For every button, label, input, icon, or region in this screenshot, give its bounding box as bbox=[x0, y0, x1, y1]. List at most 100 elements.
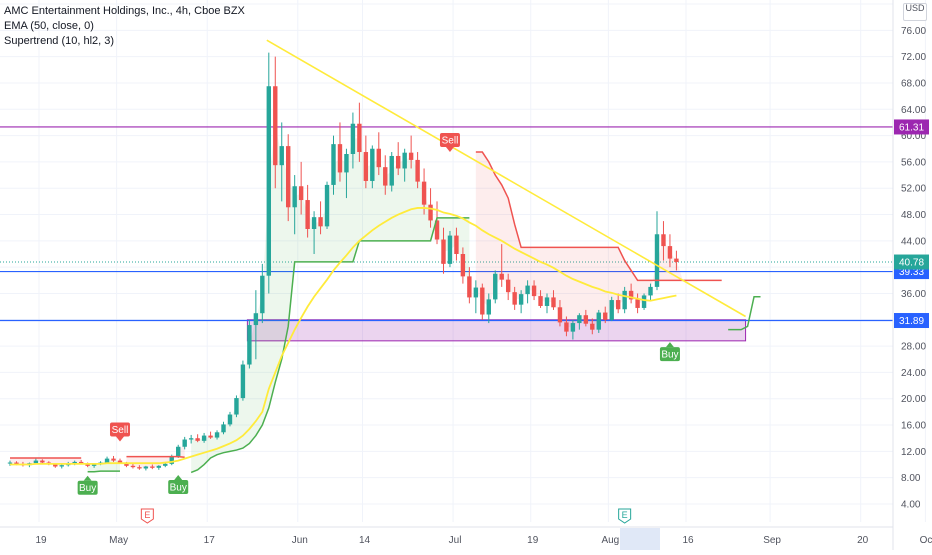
downtrend-line[interactable] bbox=[266, 39, 746, 318]
candle-body[interactable] bbox=[111, 458, 116, 461]
candle-body[interactable] bbox=[14, 462, 19, 464]
candle-body[interactable] bbox=[408, 152, 414, 160]
candle-body[interactable] bbox=[324, 184, 330, 227]
candle-body[interactable] bbox=[143, 466, 149, 469]
candle-body[interactable] bbox=[182, 439, 187, 447]
candle-body[interactable] bbox=[505, 279, 511, 293]
candle-body[interactable] bbox=[590, 323, 595, 330]
candle-body[interactable] bbox=[260, 275, 265, 314]
candle-body[interactable] bbox=[615, 300, 621, 310]
candle-body[interactable] bbox=[201, 435, 207, 441]
candle-body[interactable] bbox=[628, 290, 634, 300]
candle-body[interactable] bbox=[117, 460, 123, 464]
candle-body[interactable] bbox=[402, 152, 407, 169]
candle-body[interactable] bbox=[311, 217, 317, 229]
supertrend-legend[interactable]: Supertrend (10, hl2, 3) bbox=[4, 35, 115, 47]
candle-body[interactable] bbox=[583, 315, 589, 324]
candle-body[interactable] bbox=[227, 414, 233, 425]
candle-body[interactable] bbox=[253, 313, 259, 326]
candle-body[interactable] bbox=[234, 398, 239, 415]
symbol-title[interactable]: AMC Entertainment Holdings, Inc., 4h, Cb… bbox=[4, 5, 245, 17]
candle-body[interactable] bbox=[396, 155, 401, 169]
candle-body[interactable] bbox=[512, 292, 517, 305]
candle-body[interactable] bbox=[279, 146, 284, 166]
candle-body[interactable] bbox=[363, 152, 369, 181]
candle-body[interactable] bbox=[247, 325, 252, 365]
candle-body[interactable] bbox=[208, 435, 213, 438]
candle-body[interactable] bbox=[370, 148, 375, 181]
candle-body[interactable] bbox=[486, 299, 491, 315]
candle-body[interactable] bbox=[104, 458, 110, 463]
candle-body[interactable] bbox=[441, 239, 446, 264]
candle-body[interactable] bbox=[557, 307, 563, 323]
candle-body[interactable] bbox=[137, 467, 142, 469]
candle-body[interactable] bbox=[544, 297, 550, 306]
candle-body[interactable] bbox=[337, 144, 343, 173]
candle-body[interactable] bbox=[635, 299, 640, 308]
candle-body[interactable] bbox=[124, 463, 129, 466]
candle-body[interactable] bbox=[53, 464, 58, 467]
candle-body[interactable] bbox=[292, 186, 297, 208]
candle-body[interactable] bbox=[240, 364, 246, 399]
candle-body[interactable] bbox=[130, 465, 136, 468]
candle-body[interactable] bbox=[318, 217, 323, 227]
candle-body[interactable] bbox=[641, 295, 647, 308]
candle-body[interactable] bbox=[577, 315, 582, 324]
candle-body[interactable] bbox=[150, 466, 155, 468]
candle-body[interactable] bbox=[383, 167, 388, 186]
candle-body[interactable] bbox=[667, 246, 673, 259]
ema-legend[interactable]: EMA (50, close, 0) bbox=[4, 20, 94, 32]
candle-body[interactable] bbox=[163, 463, 168, 466]
candle-body[interactable] bbox=[428, 204, 433, 221]
candle-body[interactable] bbox=[467, 276, 472, 298]
candle-body[interactable] bbox=[603, 312, 608, 320]
candle-body[interactable] bbox=[169, 455, 174, 464]
candle-body[interactable] bbox=[648, 286, 653, 296]
candle-body[interactable] bbox=[91, 463, 97, 466]
candle-body[interactable] bbox=[499, 273, 504, 280]
candle-body[interactable] bbox=[622, 290, 627, 310]
candle-body[interactable] bbox=[40, 460, 45, 463]
candle-body[interactable] bbox=[176, 446, 181, 456]
earnings-marker[interactable]: E bbox=[140, 508, 154, 524]
currency-label[interactable]: USD bbox=[903, 3, 927, 21]
candle-body[interactable] bbox=[331, 144, 336, 185]
candle-body[interactable] bbox=[570, 323, 576, 332]
candle-body[interactable] bbox=[674, 258, 679, 263]
candle-body[interactable] bbox=[85, 463, 90, 466]
candle-body[interactable] bbox=[609, 300, 614, 320]
candle-body[interactable] bbox=[389, 155, 394, 186]
candle-body[interactable] bbox=[551, 297, 556, 308]
candle-body[interactable] bbox=[188, 438, 194, 440]
candle-body[interactable] bbox=[7, 462, 13, 464]
candle-body[interactable] bbox=[298, 186, 304, 201]
candle-body[interactable] bbox=[493, 273, 498, 300]
candle-body[interactable] bbox=[350, 123, 356, 154]
earnings-marker[interactable]: E bbox=[618, 508, 632, 524]
candle-body[interactable] bbox=[564, 322, 569, 332]
candle-body[interactable] bbox=[156, 465, 162, 468]
candle-body[interactable] bbox=[531, 285, 537, 297]
candle-body[interactable] bbox=[421, 181, 427, 205]
candle-body[interactable] bbox=[454, 235, 459, 254]
candle-body[interactable] bbox=[286, 146, 291, 208]
candle-body[interactable] bbox=[538, 296, 543, 306]
candle-body[interactable] bbox=[59, 465, 64, 467]
candle-body[interactable] bbox=[596, 312, 601, 330]
candle-body[interactable] bbox=[376, 148, 381, 168]
candle-body[interactable] bbox=[78, 461, 84, 464]
candle-body[interactable] bbox=[460, 254, 466, 277]
candle-body[interactable] bbox=[72, 461, 77, 464]
candle-body[interactable] bbox=[214, 432, 220, 438]
candle-body[interactable] bbox=[480, 287, 485, 315]
candle-body[interactable] bbox=[221, 424, 226, 433]
candle-body[interactable] bbox=[357, 123, 362, 153]
candle-body[interactable] bbox=[447, 235, 453, 264]
candle-body[interactable] bbox=[195, 438, 200, 441]
candle-body[interactable] bbox=[525, 285, 530, 295]
candle-body[interactable] bbox=[473, 287, 479, 298]
candle-body[interactable] bbox=[273, 86, 278, 166]
candle-body[interactable] bbox=[305, 200, 310, 229]
